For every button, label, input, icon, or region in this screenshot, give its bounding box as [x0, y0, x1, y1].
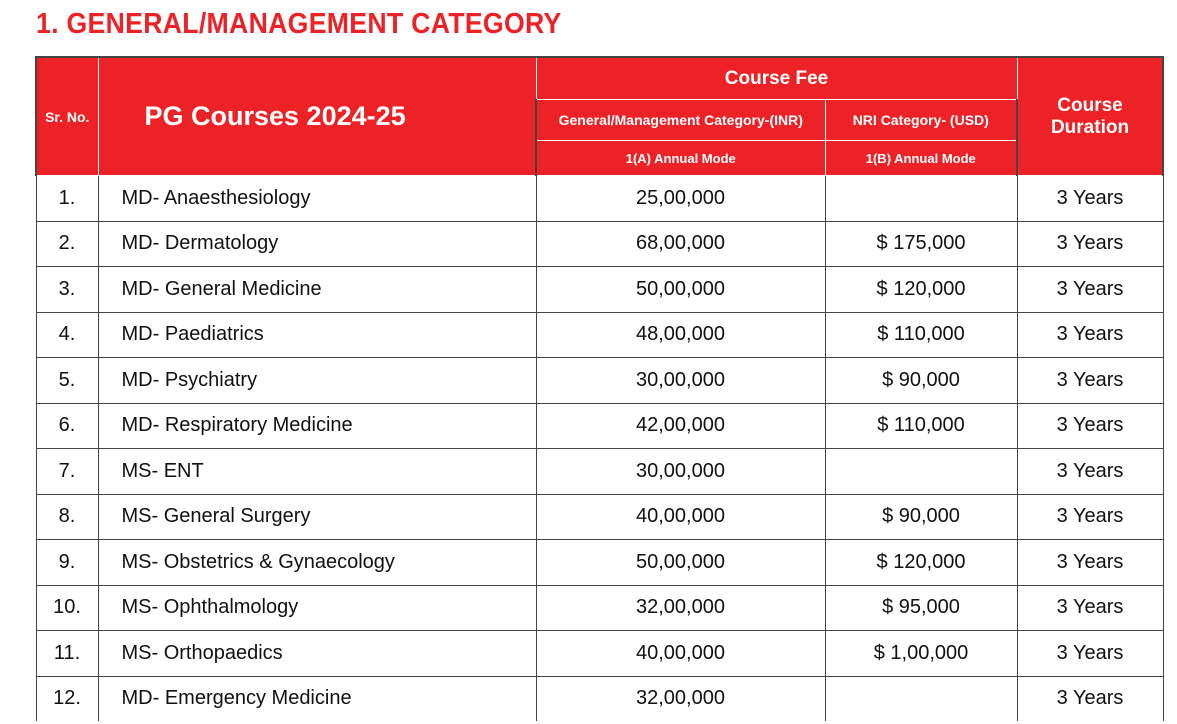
table-row: 6. MD- Respiratory Medicine 42,00,000 $ 110… [35, 402, 1164, 449]
sr-no-cell: 5. [35, 357, 99, 404]
duration-cell: 3 Years [1016, 220, 1164, 267]
course-name-cell: MD- Respiratory Medicine [97, 402, 537, 449]
usd-fee-cell: $ 110,000 [824, 402, 1018, 449]
inr-fee-cell: 68,00,000 [535, 220, 826, 267]
usd-fee-cell: $ 95,000 [824, 584, 1018, 631]
inr-fee-cell: 42,00,000 [535, 402, 826, 449]
table-row: 2. MD- Dermatology 68,00,000 $ 175,000 3 Yea… [35, 220, 1164, 267]
duration-cell: 3 Years [1016, 448, 1164, 495]
sr-no-cell: 11. [35, 630, 99, 677]
inr-fee-cell: 32,00,000 [535, 584, 826, 631]
table-row: 8. MS- General Surgery 40,00,000 $ 90,000 3 … [35, 493, 1164, 540]
table-row: 5. MD- Psychiatry 30,00,000 $ 90,000 3 Years [35, 357, 1164, 404]
duration-cell: 3 Years [1016, 402, 1164, 449]
course-name-cell: MD- Dermatology [97, 220, 537, 267]
table-row: 3. MD- General Medicine 50,00,000 $ 120,000… [35, 266, 1164, 313]
sr-no-cell: 10. [35, 584, 99, 631]
course-name-cell: MD- Emergency Medicine [97, 675, 537, 721]
duration-cell: 3 Years [1016, 266, 1164, 313]
usd-fee-cell: $ 110,000 [824, 311, 1018, 358]
course-name-cell: MD- Paediatrics [97, 311, 537, 358]
course-name-cell: MS- General Surgery [97, 493, 537, 540]
course-name-cell: MD- Psychiatry [97, 357, 537, 404]
table-row: 11. MS- Orthopaedics 40,00,000 $ 1,00,000 3 … [35, 630, 1164, 677]
usd-fee-cell: $ 1,00,000 [824, 630, 1018, 677]
sr-no-cell: 7. [35, 448, 99, 495]
duration-cell: 3 Years [1016, 539, 1164, 586]
sr-no-cell: 4. [35, 311, 99, 358]
table-row: 10. MS- Ophthalmology 32,00,000 $ 95,000 3 Y… [35, 584, 1164, 631]
table-row: 1. MD- Anaesthesiology 25,00,000 3 Years [35, 175, 1164, 222]
usd-fee-cell [824, 675, 1018, 721]
usd-fee-cell: $ 90,000 [824, 357, 1018, 404]
sr-no-cell: 1. [35, 175, 99, 222]
section-title: 1. GENERAL/MANAGEMENT CATEGORY [36, 8, 562, 40]
sr-no-cell: 3. [35, 266, 99, 313]
sr-no-cell: 9. [35, 539, 99, 586]
duration-cell: 3 Years [1016, 357, 1164, 404]
header-courses: PG Courses 2024-25 [97, 56, 537, 176]
usd-fee-cell: $ 175,000 [824, 220, 1018, 267]
header-nri-mode: 1(B) Annual Mode [824, 140, 1019, 176]
header-general-category: General/Management Category-(INR) [535, 99, 826, 141]
table-row: 4. MD- Paediatrics 48,00,000 $ 110,000 3 Yea… [35, 311, 1164, 358]
header-general-mode: 1(A) Annual Mode [535, 140, 826, 176]
inr-fee-cell: 30,00,000 [535, 357, 826, 404]
sr-no-cell: 2. [35, 220, 99, 267]
course-name-cell: MD- Anaesthesiology [97, 175, 537, 222]
header-duration: Course Duration [1016, 56, 1165, 176]
header-course-fee: Course Fee [535, 56, 1018, 100]
table-row: 12. MD- Emergency Medicine 32,00,000 3 Year… [35, 675, 1164, 721]
table-row: 7. MS- ENT 30,00,000 3 Years [35, 448, 1164, 495]
inr-fee-cell: 40,00,000 [535, 493, 826, 540]
table-row: 9. MS- Obstetrics & Gynaecology 50,00,000 $… [35, 539, 1164, 586]
duration-cell: 3 Years [1016, 311, 1164, 358]
header-nri-category: NRI Category- (USD) [824, 99, 1019, 141]
sr-no-cell: 6. [35, 402, 99, 449]
fee-table: Sr. No. PG Courses 2024-25 Course Fee Co… [35, 56, 1165, 721]
usd-fee-cell: $ 120,000 [824, 539, 1018, 586]
inr-fee-cell: 50,00,000 [535, 539, 826, 586]
duration-cell: 3 Years [1016, 584, 1164, 631]
usd-fee-cell: $ 120,000 [824, 266, 1018, 313]
sr-no-cell: 8. [35, 493, 99, 540]
duration-cell: 3 Years [1016, 493, 1164, 540]
inr-fee-cell: 50,00,000 [535, 266, 826, 313]
course-name-cell: MS- Orthopaedics [97, 630, 537, 677]
duration-cell: 3 Years [1016, 675, 1164, 721]
course-name-cell: MS- ENT [97, 448, 537, 495]
course-name-cell: MS- Ophthalmology [97, 584, 537, 631]
inr-fee-cell: 40,00,000 [535, 630, 826, 677]
inr-fee-cell: 48,00,000 [535, 311, 826, 358]
header-sr-no: Sr. No. [35, 56, 99, 176]
course-name-cell: MS- Obstetrics & Gynaecology [97, 539, 537, 586]
sr-no-cell: 12. [35, 675, 99, 721]
duration-cell: 3 Years [1016, 630, 1164, 677]
course-name-cell: MD- General Medicine [97, 266, 537, 313]
inr-fee-cell: 25,00,000 [535, 175, 826, 222]
duration-cell: 3 Years [1016, 175, 1164, 222]
usd-fee-cell [824, 175, 1018, 222]
usd-fee-cell: $ 90,000 [824, 493, 1018, 540]
inr-fee-cell: 30,00,000 [535, 448, 826, 495]
usd-fee-cell [824, 448, 1018, 495]
inr-fee-cell: 32,00,000 [535, 675, 826, 721]
